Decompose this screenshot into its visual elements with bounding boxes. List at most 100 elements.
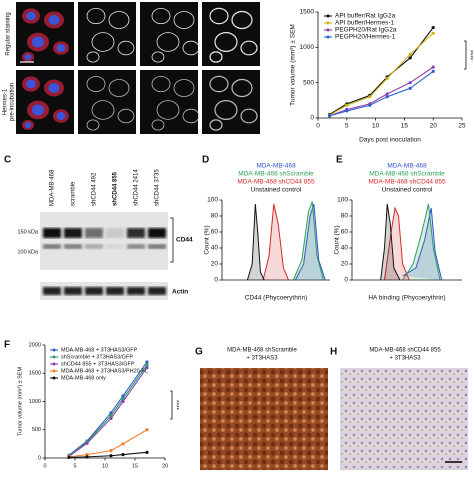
y-tick-label: 0 — [344, 277, 348, 284]
data-point — [145, 360, 149, 364]
y-axis-label: Count (%) — [204, 225, 211, 254]
cell-outline — [151, 7, 171, 25]
data-point — [145, 366, 149, 370]
data-point — [408, 86, 412, 90]
nucleus — [56, 112, 66, 120]
band — [43, 244, 61, 249]
legend-marker — [326, 14, 330, 18]
data-point — [109, 454, 113, 458]
x-tick-label: 0 — [316, 123, 320, 130]
cell-outline — [231, 10, 253, 30]
y-tick-label: 40 — [341, 245, 349, 252]
data-point — [385, 76, 389, 81]
legend-label: MDA-MB-468 shCD44 855 — [237, 179, 315, 186]
y-tick-label: 0 — [38, 455, 41, 461]
series-line — [68, 429, 148, 458]
y-tick-label: 100 — [337, 197, 348, 204]
y-tick-label: 500 — [32, 427, 41, 433]
data-point — [431, 69, 435, 73]
legend-label: MDA-MB-468 + 3T3HAS3/PH20-FL — [61, 368, 148, 374]
ihc-image — [340, 368, 468, 470]
cell-outline — [240, 108, 258, 124]
cell-outline — [117, 108, 135, 124]
cell-outline — [108, 11, 130, 29]
legend-marker — [52, 376, 56, 380]
x-tick-label: 0 — [43, 463, 46, 469]
cell-outline — [117, 40, 135, 56]
image-title: MDA-MB-468 shScramble — [227, 348, 297, 354]
legend-label: shCD44 855 + 3T3HAS3/GFP — [61, 361, 135, 367]
cell-outline — [86, 51, 100, 63]
x-tick-label: 20 — [162, 463, 168, 469]
band — [127, 244, 145, 249]
cell-outline — [151, 75, 171, 93]
cell-outline — [151, 51, 165, 63]
micrograph — [140, 70, 198, 134]
cell-outline — [231, 78, 253, 98]
cell-outline — [86, 7, 106, 25]
histogram-curve — [384, 206, 410, 281]
significance-bracket — [464, 40, 467, 70]
blot — [40, 282, 168, 300]
data-point — [85, 455, 89, 459]
panel-letter: H — [330, 347, 337, 358]
y-tick-label: 2000 — [29, 342, 41, 348]
histogram-curve — [402, 203, 441, 281]
cell-outline — [86, 119, 100, 131]
cell-outline — [151, 119, 165, 131]
decorations — [16, 2, 468, 470]
image-title: + 3T3HAS3 — [246, 356, 278, 362]
y-tick-label: 0 — [214, 277, 218, 284]
data-point — [121, 399, 125, 404]
y-axis-label: Count (%) — [334, 225, 341, 254]
data-point — [121, 442, 125, 446]
histogram-curve — [246, 203, 265, 281]
cell-outline — [91, 32, 115, 52]
legend-label: PEGPH20/Hermes-1 — [335, 34, 396, 41]
legend-label: MDA-MB-468 shScramble — [369, 171, 445, 178]
band — [148, 228, 166, 238]
x-tick-label: 5 — [345, 123, 349, 130]
cell-outline — [182, 108, 200, 124]
axis — [351, 200, 462, 281]
data-point — [345, 103, 349, 107]
image-title: + 3T3HAS3 — [389, 356, 421, 362]
cell-outline — [86, 75, 106, 93]
data-point — [121, 453, 125, 457]
band-label: Actin — [172, 289, 188, 296]
band — [85, 287, 103, 295]
data-point — [85, 453, 89, 457]
series-line — [329, 70, 434, 117]
histogram-curve — [402, 207, 443, 281]
y-tick-label: 60 — [341, 229, 349, 236]
nucleus — [26, 11, 36, 21]
data-point — [368, 95, 372, 99]
band — [106, 228, 124, 238]
legend-label: API buffer/Hermes-1 — [335, 20, 395, 27]
data-point — [368, 103, 372, 107]
data-point — [385, 92, 389, 96]
x-tick-label: 15 — [401, 123, 409, 130]
panel-letter: G — [195, 347, 203, 358]
row-label: Hermes-1 — [3, 88, 9, 115]
lane-label: scramble — [71, 181, 77, 206]
band — [64, 287, 82, 295]
panel-letter: C — [4, 155, 11, 166]
x-tick-label: 25 — [458, 123, 466, 130]
cell-outline — [209, 119, 223, 131]
y-tick-label: 40 — [211, 245, 219, 252]
marker-label: 150 kDa — [18, 229, 39, 235]
nucleus — [24, 122, 32, 128]
series-line — [329, 32, 434, 116]
y-tick-label: 80 — [341, 213, 349, 220]
data-point — [431, 65, 435, 69]
legend-label: Unstained control — [251, 187, 302, 194]
band — [148, 244, 166, 249]
significance: **** — [172, 400, 179, 411]
panel-letter: D — [202, 155, 209, 166]
data-point — [145, 428, 149, 432]
cell-outline — [209, 51, 223, 63]
cell-outline — [240, 40, 258, 56]
